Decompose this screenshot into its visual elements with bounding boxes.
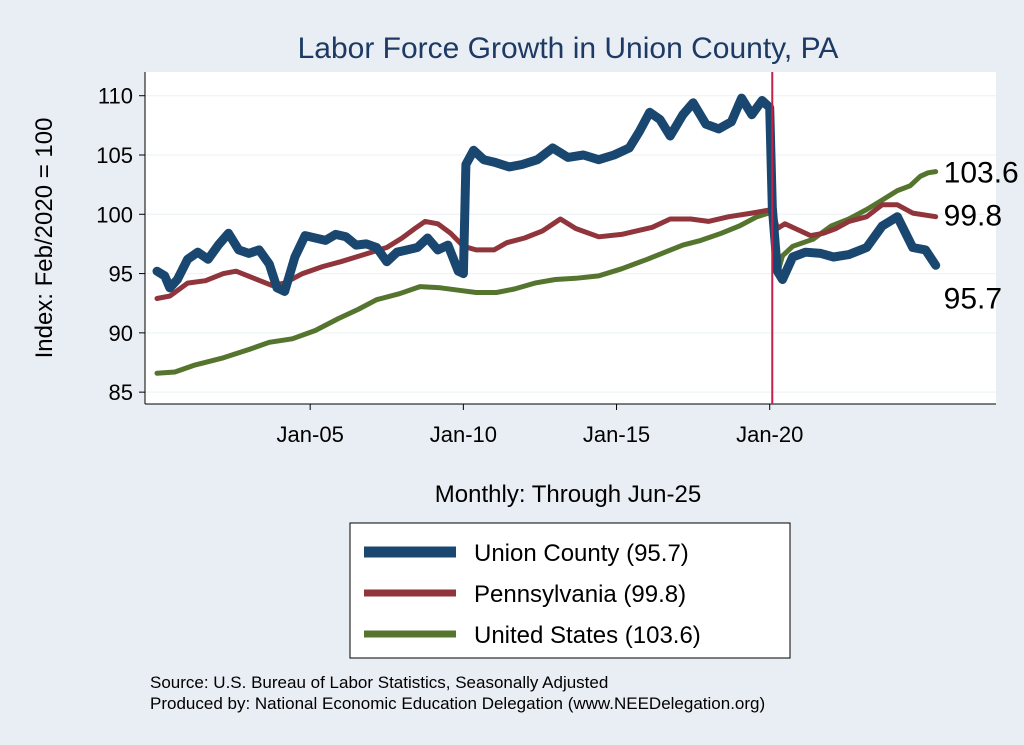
y-tick-label: 90 [109, 321, 133, 346]
x-axis-label: Monthly: Through Jun-25 [435, 481, 701, 508]
end-value-label: 103.6 [944, 157, 1019, 190]
y-axis: 85 90 95 100 105 110 [96, 72, 146, 405]
x-tick-label: Jan-10 [430, 422, 497, 447]
legend: Union County (95.7) Pennsylvania (99.8) Un… [349, 522, 791, 659]
source-note: Source: U.S. Bureau of Labor Statistics,… [150, 673, 608, 692]
y-tick-label: 85 [109, 380, 133, 405]
end-value-labels: 95.7 99.8 103.6 [944, 157, 1019, 316]
y-tick-label: 105 [96, 143, 133, 168]
x-tick-label: Jan-15 [583, 422, 650, 447]
x-axis: Jan-05 Jan-10 Jan-15 Jan-20 [145, 403, 996, 447]
legend-label: Pennsylvania (99.8) [474, 581, 686, 608]
end-value-label: 95.7 [944, 282, 1002, 315]
plot-area [145, 72, 996, 404]
series-line-united-states [154, 169, 939, 376]
series-lines [152, 93, 941, 376]
y-tick-label: 95 [109, 262, 133, 287]
end-value-label: 99.8 [944, 200, 1002, 233]
y-axis-label: Index: Feb/2020 = 100 [31, 118, 58, 359]
y-tick-label: 100 [96, 202, 133, 227]
produced-by-note: Produced by: National Economic Education… [150, 694, 765, 713]
chart-title: Labor Force Growth in Union County, PA [298, 32, 839, 65]
y-tick-label: 110 [98, 84, 133, 109]
legend-label: United States (103.6) [474, 622, 701, 649]
x-tick-label: Jan-20 [736, 422, 803, 447]
x-tick-label: Jan-05 [277, 422, 344, 447]
series-line-union-county [152, 93, 941, 296]
legend-label: Union County (95.7) [474, 540, 689, 567]
